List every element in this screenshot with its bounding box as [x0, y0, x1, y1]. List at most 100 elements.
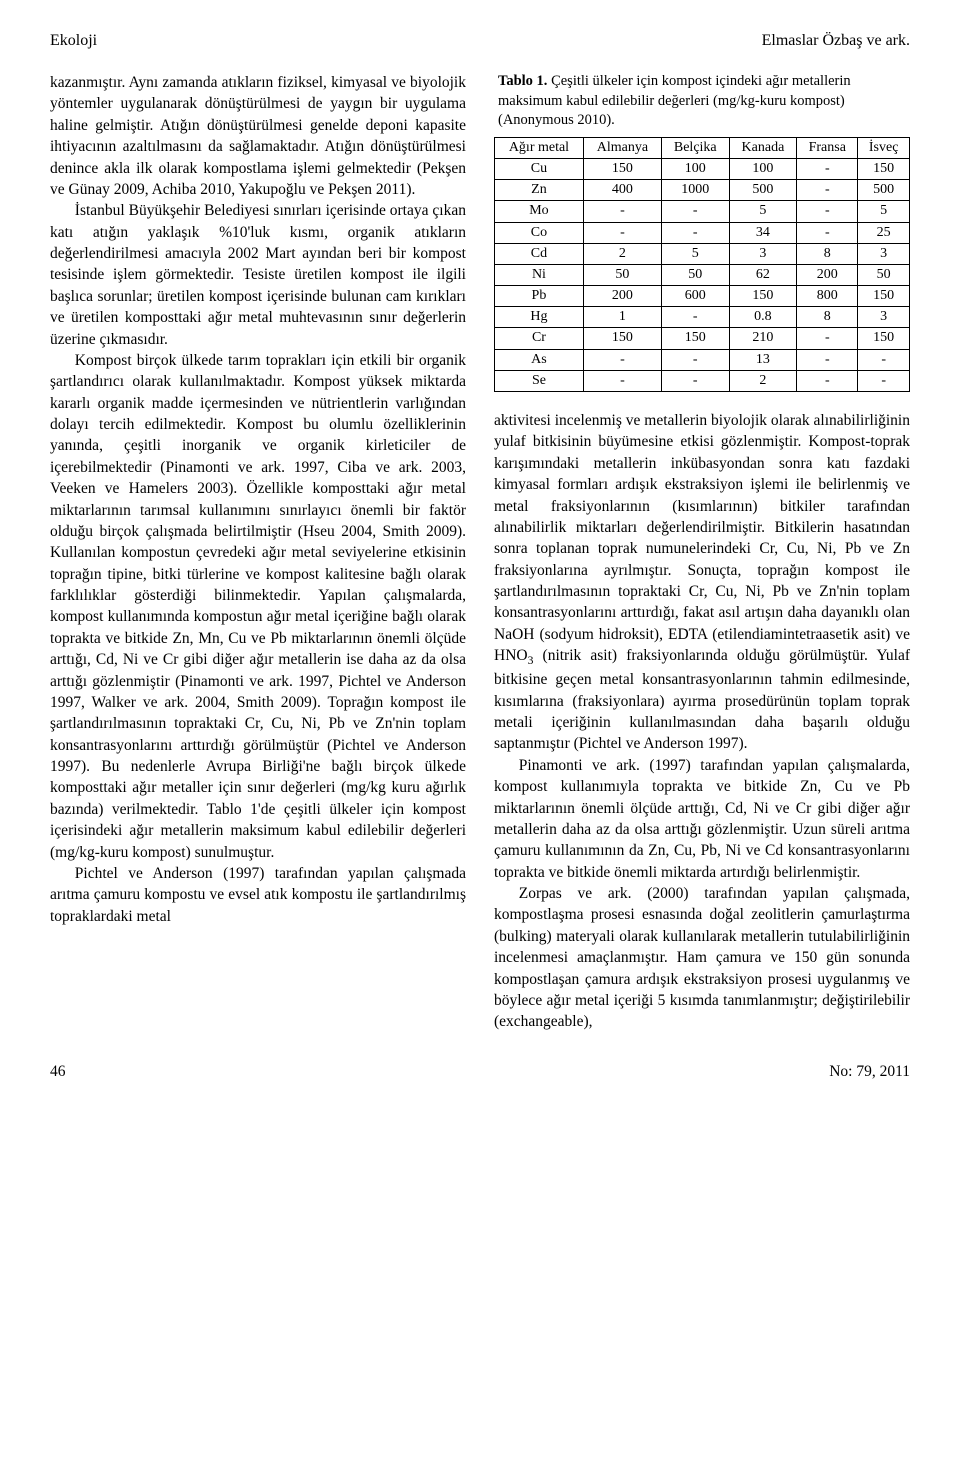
- table-cell: -: [661, 201, 729, 222]
- table-row: Co--34-25: [495, 222, 910, 243]
- table-cell: 5: [729, 201, 797, 222]
- table-cell: 1: [583, 307, 661, 328]
- table-cell: -: [797, 222, 858, 243]
- table-cell: 150: [858, 158, 910, 179]
- table-row: Pb200600150800150: [495, 286, 910, 307]
- table-row: Se--2--: [495, 370, 910, 391]
- table-row: Cr150150210-150: [495, 328, 910, 349]
- p-right-1: aktivitesi incelenmiş ve metallerin biyo…: [494, 410, 910, 755]
- table-cell: 2: [583, 243, 661, 264]
- p-left-1: kazanmıştır. Aynı zamanda atıkların fizi…: [50, 72, 466, 200]
- metals-table: Ağır metalAlmanyaBelçikaKanadaFransaİsve…: [494, 137, 910, 392]
- table-cell: 400: [583, 180, 661, 201]
- table-header-cell: İsveç: [858, 137, 910, 158]
- table-header-cell: Belçika: [661, 137, 729, 158]
- footer-page: 46: [50, 1061, 66, 1082]
- table-cell: 50: [661, 264, 729, 285]
- table-cell: -: [797, 201, 858, 222]
- p-right-3: Zorpas ve ark. (2000) tarafından yapılan…: [494, 883, 910, 1033]
- table-cell: 2: [729, 370, 797, 391]
- table-cell: Pb: [495, 286, 584, 307]
- table-cell: 1000: [661, 180, 729, 201]
- table-cell: 150: [858, 286, 910, 307]
- table-cell: -: [661, 370, 729, 391]
- table-row: Hg1-0.883: [495, 307, 910, 328]
- table-cell: 100: [661, 158, 729, 179]
- table-cell: 3: [858, 307, 910, 328]
- table-header-cell: Fransa: [797, 137, 858, 158]
- table-row: Ni50506220050: [495, 264, 910, 285]
- table-cell: 8: [797, 307, 858, 328]
- table-cell: -: [661, 307, 729, 328]
- p-left-4: Pichtel ve Anderson (1997) tarafından ya…: [50, 863, 466, 927]
- p-left-3: Kompost birçok ülkede tarım toprakları i…: [50, 350, 466, 863]
- table-cell: 500: [858, 180, 910, 201]
- table-cell: -: [661, 349, 729, 370]
- table-header-cell: Ağır metal: [495, 137, 584, 158]
- table-cell: -: [797, 328, 858, 349]
- table-cell: Se: [495, 370, 584, 391]
- table-cell: 150: [583, 158, 661, 179]
- table-cell: -: [583, 201, 661, 222]
- table-cell: 150: [661, 328, 729, 349]
- table-cell: 50: [583, 264, 661, 285]
- p-left-2: İstanbul Büyükşehir Belediyesi sınırları…: [50, 200, 466, 350]
- right-column: Tablo 1. Çeşitli ülkeler için kompost iç…: [494, 72, 910, 1033]
- table-cell: 34: [729, 222, 797, 243]
- table-header-cell: Kanada: [729, 137, 797, 158]
- table-cell: As: [495, 349, 584, 370]
- table-cell: 3: [729, 243, 797, 264]
- table-cell: -: [797, 370, 858, 391]
- table-cell: 100: [729, 158, 797, 179]
- table-cell: 150: [729, 286, 797, 307]
- table-cell: Mo: [495, 201, 584, 222]
- table-cell: Hg: [495, 307, 584, 328]
- table-cell: 25: [858, 222, 910, 243]
- table-cell: Ni: [495, 264, 584, 285]
- p-right-2: Pinamonti ve ark. (1997) tarafından yapı…: [494, 755, 910, 883]
- table-cell: 500: [729, 180, 797, 201]
- table-cell: -: [797, 349, 858, 370]
- table-row: Zn4001000500-500: [495, 180, 910, 201]
- table-cell: -: [583, 349, 661, 370]
- table-cell: 200: [583, 286, 661, 307]
- table-row: Cu150100100-150: [495, 158, 910, 179]
- table-row: As--13--: [495, 349, 910, 370]
- table-cell: 150: [583, 328, 661, 349]
- table-row: Cd25383: [495, 243, 910, 264]
- footer-issue: No: 79, 2011: [829, 1061, 910, 1082]
- table-cell: -: [858, 370, 910, 391]
- table-cell: 800: [797, 286, 858, 307]
- table-cell: 8: [797, 243, 858, 264]
- table-caption-text: Çeşitli ülkeler için kompost içindeki ağ…: [498, 73, 851, 128]
- table-cell: -: [858, 349, 910, 370]
- left-column: kazanmıştır. Aynı zamanda atıkların fizi…: [50, 72, 466, 1033]
- table-label: Tablo 1.: [498, 73, 547, 89]
- table-caption: Tablo 1. Çeşitli ülkeler için kompost iç…: [494, 72, 910, 131]
- table-cell: 600: [661, 286, 729, 307]
- header-authors: Elmaslar Özbaş ve ark.: [762, 30, 910, 52]
- table-cell: Zn: [495, 180, 584, 201]
- table-cell: -: [583, 222, 661, 243]
- table-cell: -: [797, 180, 858, 201]
- table-cell: 210: [729, 328, 797, 349]
- table-cell: -: [797, 158, 858, 179]
- table-cell: Co: [495, 222, 584, 243]
- table-cell: 62: [729, 264, 797, 285]
- table-cell: Cr: [495, 328, 584, 349]
- table-row: Mo--5-5: [495, 201, 910, 222]
- table-cell: Cu: [495, 158, 584, 179]
- table-cell: 0.8: [729, 307, 797, 328]
- table-header-cell: Almanya: [583, 137, 661, 158]
- table-cell: Cd: [495, 243, 584, 264]
- table-cell: 13: [729, 349, 797, 370]
- table-cell: -: [661, 222, 729, 243]
- table-cell: -: [583, 370, 661, 391]
- table-cell: 5: [661, 243, 729, 264]
- table-cell: 200: [797, 264, 858, 285]
- table-cell: 150: [858, 328, 910, 349]
- table-cell: 50: [858, 264, 910, 285]
- table-cell: 3: [858, 243, 910, 264]
- header-journal: Ekoloji: [50, 30, 97, 52]
- table-cell: 5: [858, 201, 910, 222]
